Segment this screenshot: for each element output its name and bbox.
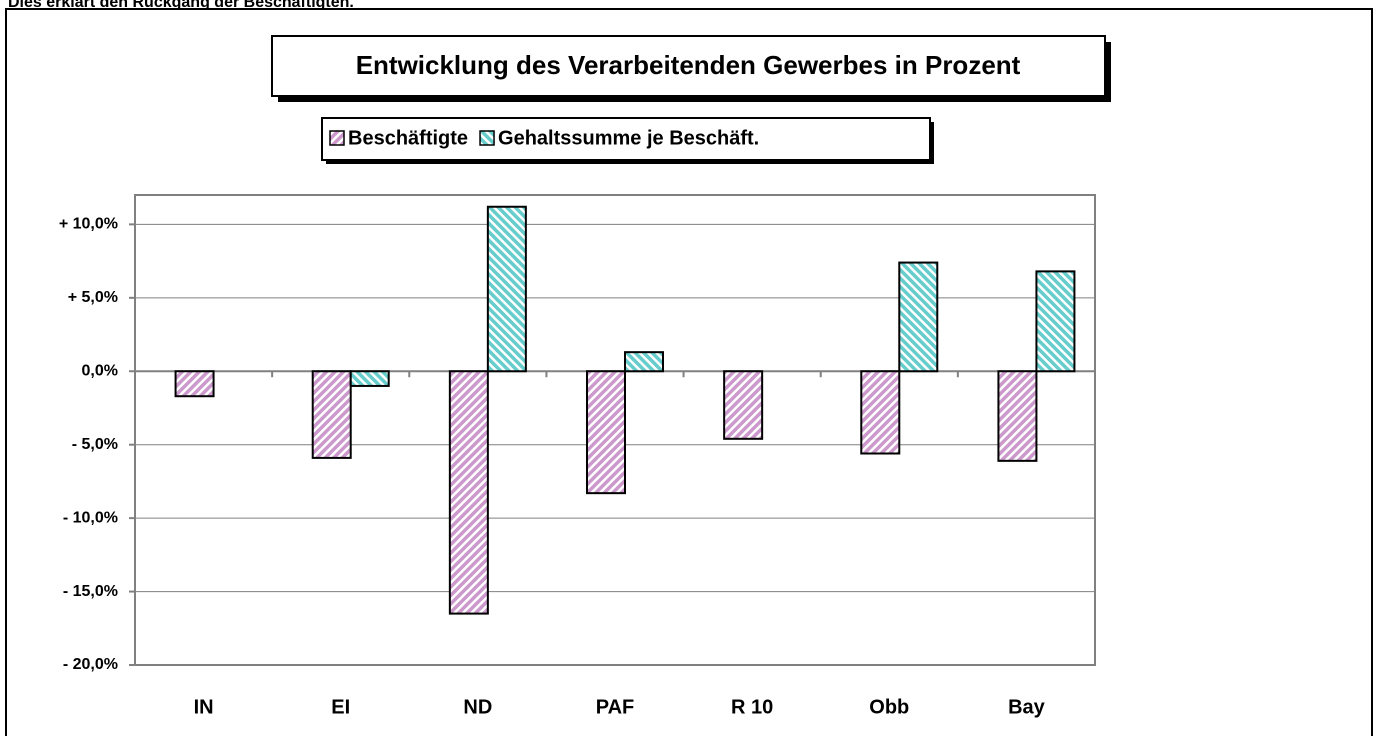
bar (311, 370, 352, 459)
bar (486, 205, 527, 373)
x-tick-label: Obb (869, 696, 909, 718)
header-text: Dies erklärt den Rückgang der Beschäftig… (8, 0, 354, 11)
bar (174, 370, 215, 398)
legend-swatch (479, 130, 495, 146)
legend-label: Gehaltssumme je Beschäft. (498, 127, 759, 149)
bar (1035, 270, 1076, 373)
bar (997, 370, 1038, 462)
y-tick-label: - 15,0% (63, 583, 118, 600)
x-tick-label: ND (463, 696, 492, 718)
y-tick-label: - 5,0% (72, 436, 118, 453)
bar (586, 370, 626, 495)
legend-swatch (329, 130, 345, 146)
bar (860, 370, 901, 455)
bar (898, 261, 939, 373)
x-tick-label: R 10 (731, 696, 773, 718)
legend-box (321, 117, 931, 161)
title-box (271, 35, 1106, 97)
bar (723, 370, 764, 440)
x-tick-label: PAF (596, 696, 635, 718)
bar (624, 351, 664, 373)
legend-label: Beschäftigte (348, 127, 468, 149)
bar (448, 370, 489, 615)
y-tick-label: + 5,0% (68, 289, 118, 306)
y-tick-label: + 10,0% (59, 216, 118, 233)
bar (349, 370, 390, 387)
chart-title: Entwicklung des Verarbeitenden Gewerbes … (356, 50, 1021, 80)
y-tick-label: - 10,0% (63, 509, 118, 526)
y-tick-label: - 20,0% (63, 656, 118, 673)
x-tick-label: EI (331, 696, 350, 718)
y-tick-label: 0,0% (82, 362, 118, 379)
x-tick-label: Bay (1008, 696, 1046, 718)
x-tick-label: IN (194, 696, 214, 718)
